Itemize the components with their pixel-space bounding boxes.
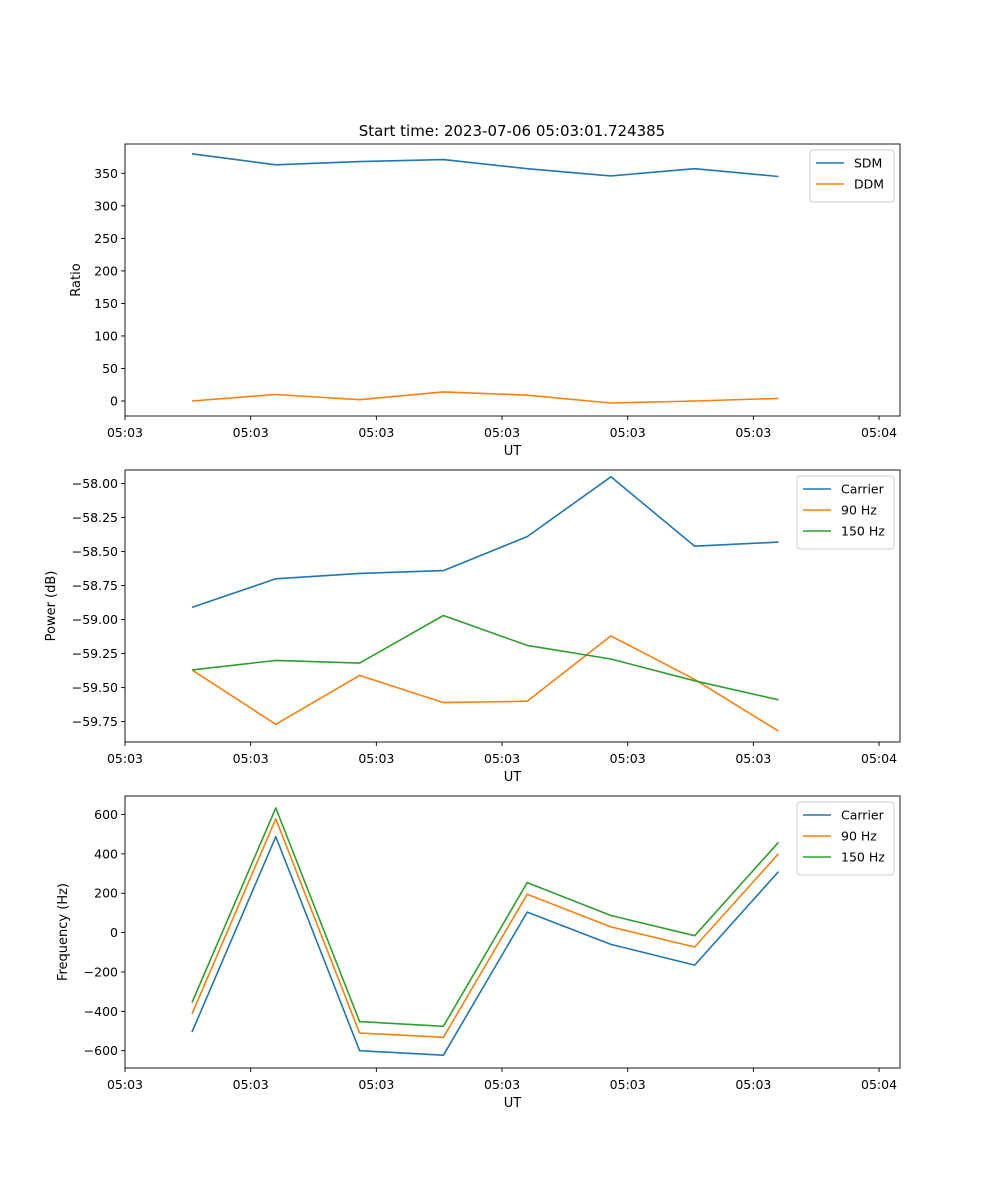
x-tick-label: 05:04	[861, 425, 897, 440]
legend-label: SDM	[854, 156, 882, 171]
legend-label: DDM	[854, 177, 884, 192]
x-axis-label: UT	[504, 1096, 522, 1111]
x-tick-label: 05:03	[610, 1077, 646, 1092]
x-tick-label: 05:03	[107, 1077, 143, 1092]
y-axis-label: Frequency (Hz)	[56, 883, 71, 981]
x-tick-label: 05:03	[735, 425, 771, 440]
y-tick-label: −58.50	[72, 544, 118, 559]
legend-label: 150 Hz	[841, 850, 885, 865]
y-tick-label: 0	[110, 394, 118, 409]
legend: SDM DDM	[809, 149, 895, 203]
x-tick-label: 05:03	[233, 1077, 269, 1092]
y-tick-label: −200	[84, 964, 118, 979]
y-tick-label: −600	[84, 1043, 118, 1058]
x-tick-label: 05:03	[610, 751, 646, 766]
chart-panel-3: 05:03 05:03 05:03 05:03 05:03 05:03 05:04 −600 −…	[56, 795, 901, 1111]
y-tick-label: 50	[102, 361, 118, 376]
legend-label: Carrier	[841, 482, 885, 497]
y-tick-label: 250	[94, 231, 118, 246]
y-tick-label: 350	[94, 166, 118, 181]
legend: Carrier 90 Hz 150 Hz	[796, 475, 895, 550]
x-tick-label: 05:03	[233, 751, 269, 766]
series-line-ddm	[191, 391, 779, 404]
x-tick-label: 05:03	[735, 1077, 771, 1092]
x-tick-label: 05:03	[484, 751, 520, 766]
x-tick-label: 05:03	[233, 425, 269, 440]
y-tick-label: 600	[94, 807, 118, 822]
x-tick-label: 05:03	[358, 1077, 394, 1092]
y-tick-label: −59.75	[72, 714, 118, 729]
series-line-90-hz	[191, 817, 780, 1039]
y-tick-label: 200	[94, 886, 118, 901]
chart-panels: 05:03 05:03 05:03 05:03 05:03 05:03 05:04 0 50 10…	[44, 143, 901, 1111]
series-line-150-hz	[191, 614, 779, 701]
x-tick-label: 05:03	[358, 751, 394, 766]
series-line-150-hz	[191, 807, 780, 1028]
axes-frame	[124, 469, 901, 743]
series-line-carrier	[191, 475, 779, 609]
chart-panel-1: 05:03 05:03 05:03 05:03 05:03 05:03 05:04 0 50 10…	[69, 143, 901, 459]
chart-panel-2: 05:03 05:03 05:03 05:03 05:03 05:03 05:04 −58.0…	[44, 469, 901, 785]
x-tick-label: 05:03	[484, 1077, 520, 1092]
y-tick-label: 200	[94, 263, 118, 278]
x-tick-label: 05:04	[861, 1077, 897, 1092]
series-line-90-hz	[191, 635, 779, 732]
y-tick-label: 100	[94, 328, 118, 343]
y-tick-label: 0	[110, 925, 118, 940]
y-tick-label: 400	[94, 846, 118, 861]
x-tick-label: 05:03	[107, 425, 143, 440]
y-tick-label: −58.25	[72, 510, 118, 525]
y-tick-label: −400	[84, 1004, 118, 1019]
y-tick-label: −59.00	[72, 612, 118, 627]
x-tick-label: 05:03	[484, 425, 520, 440]
y-tick-label: −58.75	[72, 578, 118, 593]
legend-label: 90 Hz	[841, 829, 877, 844]
x-tick-label: 05:03	[610, 425, 646, 440]
axes-frame	[124, 143, 901, 417]
legend-label: 90 Hz	[841, 503, 877, 518]
legend-label: 150 Hz	[841, 524, 885, 539]
y-tick-label: 300	[94, 198, 118, 213]
x-axis-label: UT	[504, 770, 522, 785]
y-axis-label: Power (dB)	[44, 571, 59, 642]
x-tick-label: 05:03	[358, 425, 394, 440]
series-line-carrier	[191, 835, 780, 1056]
y-tick-label: −58.00	[72, 476, 118, 491]
y-axis-label: Ratio	[69, 263, 84, 296]
y-tick-label: 150	[94, 296, 118, 311]
x-tick-label: 05:03	[107, 751, 143, 766]
x-tick-label: 05:04	[861, 751, 897, 766]
x-tick-label: 05:03	[735, 751, 771, 766]
axes-frame	[124, 795, 901, 1069]
y-tick-label: −59.25	[72, 646, 118, 661]
y-tick-label: −59.50	[72, 680, 118, 695]
legend-label: Carrier	[841, 808, 885, 823]
x-axis-label: UT	[504, 444, 522, 459]
series-line-sdm	[191, 153, 779, 178]
figure-title: Start time: 2023-07-06 05:03:01.724385	[359, 122, 665, 140]
legend: Carrier 90 Hz 150 Hz	[796, 801, 895, 876]
